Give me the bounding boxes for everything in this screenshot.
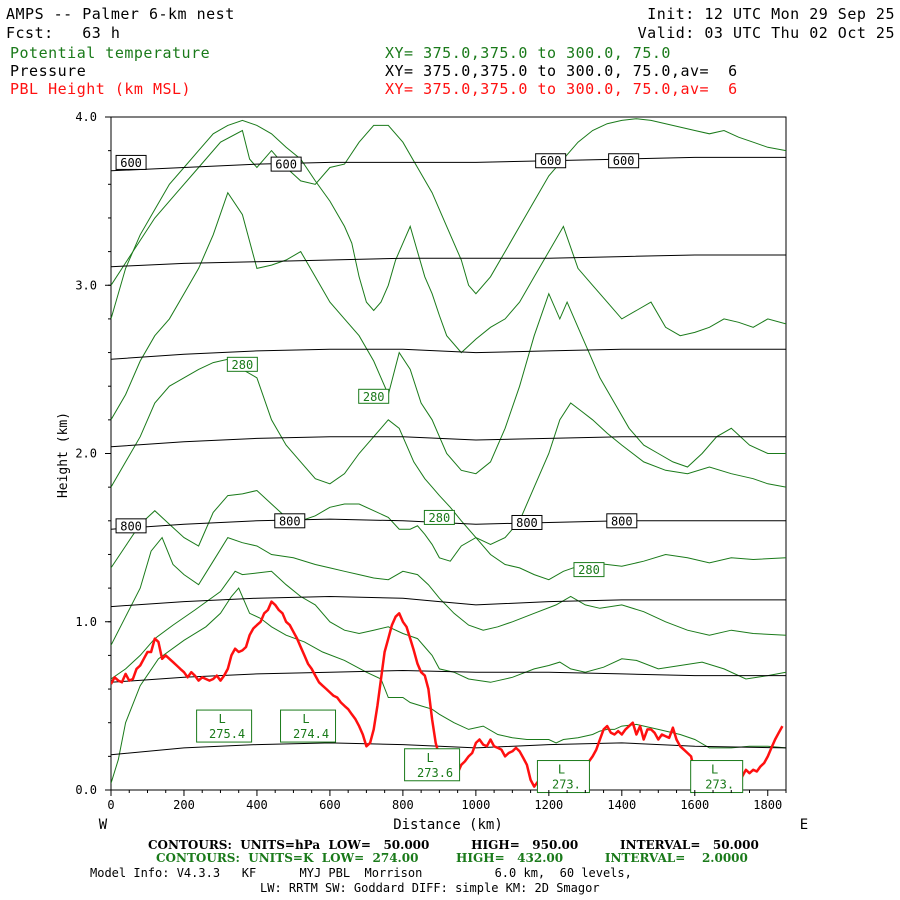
init-time: Init: 12 UTC Mon 29 Sep 25 [647, 5, 895, 23]
y-tick-label-3: 3.0 [75, 278, 97, 292]
pressure-contour-650 [111, 254, 786, 268]
y-tick-label-1: 1.0 [75, 615, 97, 629]
low-box-4 [690, 760, 744, 794]
x-tick-label-5: 1000 [461, 798, 490, 812]
field-pbl-xy: XY= 375.0,375.0 to 300.0, 75.0,av= 6 [385, 80, 738, 98]
pressure-label-2-box [535, 153, 567, 169]
theta-label-3-box [573, 562, 605, 578]
y-tick-label-0: 0.0 [75, 783, 97, 797]
low-box-1 [280, 709, 337, 743]
pressure-contour-700 [111, 348, 786, 360]
low-value-0: 275.4 [209, 727, 245, 741]
theta-contour-6 [111, 119, 786, 354]
pressure-label-3: 600 [613, 154, 635, 168]
low-value-1: 274.4 [293, 727, 329, 741]
x-axis-label: Distance (km) [393, 817, 503, 833]
y-axis-label: Height (km) [56, 412, 71, 498]
pressure-contour-600 [111, 156, 786, 172]
theta-contour-7 [111, 118, 786, 295]
pressure-label-0-box [115, 154, 147, 170]
low-letter-2: L [426, 751, 433, 765]
footer-physics: LW: RRTM SW: Goddard DIFF: simple KM: 2D… [260, 881, 600, 895]
axis-ticks: 0 200 400 600 800 1000 1200 1400 1600 1800 0.0 1.0 2… [75, 110, 787, 812]
low-box-2 [404, 748, 461, 782]
theta-label-1-box [358, 388, 390, 404]
pressure-label-5-box [274, 513, 306, 529]
field-pbl-name: PBL Height (km MSL) [10, 80, 192, 98]
low-box-3 [536, 760, 590, 794]
field-theta-name: Potential temperature [10, 44, 211, 62]
x-tick-label-0: 0 [107, 798, 114, 812]
theta-contours [111, 118, 786, 784]
footer-theta-contours: CONTOURS: UNITS=K LOW= 274.00 HIGH= 432.… [156, 851, 748, 865]
low-value-4: 273. [705, 778, 734, 792]
pressure-label-4: 800 [120, 519, 142, 533]
axes-frame [110, 116, 787, 791]
theta-label-2-box [423, 509, 455, 525]
pressure-contour-850 [111, 595, 786, 608]
theta-contour-1 [111, 570, 786, 683]
x-axis-west-label: W [99, 817, 108, 833]
low-letter-1: L [302, 712, 309, 726]
theta-contour-3 [111, 489, 786, 581]
pressure-contour-900 [111, 669, 786, 683]
valid-time: Valid: 03 UTC Thu 02 Oct 25 [637, 24, 895, 42]
pressure-label-1: 600 [275, 158, 297, 172]
theta-label-0-box [226, 356, 258, 372]
footer-model-info: Model Info: V4.3.3 KF MYJ PBL Morrison 6… [90, 866, 632, 880]
x-tick-label-8: 1600 [680, 798, 709, 812]
x-axis-east-label: E [800, 817, 808, 833]
x-tick-label-6: 1200 [534, 798, 563, 812]
theta-contour-2 [111, 536, 786, 646]
pressure-label-3-box [608, 153, 640, 169]
low-value-3: 273. [552, 778, 581, 792]
pressure-contour-750 [111, 436, 786, 448]
theta-label-2: 280 [429, 511, 451, 525]
field-pressure-name: Pressure [10, 62, 87, 80]
field-pressure-xy: XY= 375.0,375.0 to 300.0, 75.0,av= 6 [385, 62, 738, 80]
pressure-label-2: 600 [540, 154, 562, 168]
pressure-contour-950 [111, 742, 786, 756]
footer-pressure-contours: CONTOURS: UNITS=hPa LOW= 50.000 HIGH= 95… [148, 838, 759, 852]
pressure-label-7-box [606, 513, 638, 529]
pressure-label-6: 800 [516, 516, 538, 530]
x-tick-label-1: 200 [173, 798, 195, 812]
y-tick-label-4: 4.0 [75, 110, 97, 124]
low-letter-3: L [558, 763, 565, 777]
x-tick-label-7: 1400 [607, 798, 636, 812]
low-letter-4: L [711, 763, 718, 777]
field-theta-xy: XY= 375.0,375.0 to 300.0, 75.0 [385, 44, 671, 62]
theta-contour-5 [111, 191, 786, 475]
pressure-label-7: 800 [611, 514, 633, 528]
pressure-label-0: 600 [120, 156, 142, 170]
pressure-label-4-box [115, 518, 147, 534]
x-tick-label-2: 400 [246, 798, 268, 812]
chart-title: AMPS -- Palmer 6-km nest [6, 5, 235, 23]
forecast-hour: Fcst: 63 h [6, 24, 121, 42]
pressure-label-5: 800 [279, 514, 301, 528]
pressure-label-6-box [511, 514, 543, 530]
low-value-2: 273.6 [417, 766, 453, 780]
y-tick-label-2: 2.0 [75, 447, 97, 461]
x-tick-label-3: 600 [319, 798, 341, 812]
plot-frame [110, 116, 787, 791]
theta-label-1: 280 [363, 390, 385, 404]
pressure-label-1-box [270, 156, 302, 172]
x-tick-label-9: 1800 [753, 798, 782, 812]
x-tick-label-4: 800 [392, 798, 414, 812]
theta-label-3: 280 [578, 563, 600, 577]
theta-contour-4 [111, 358, 786, 545]
low-box-0 [196, 709, 253, 743]
theta-label-0: 280 [232, 358, 254, 372]
low-letter-0: L [218, 712, 225, 726]
